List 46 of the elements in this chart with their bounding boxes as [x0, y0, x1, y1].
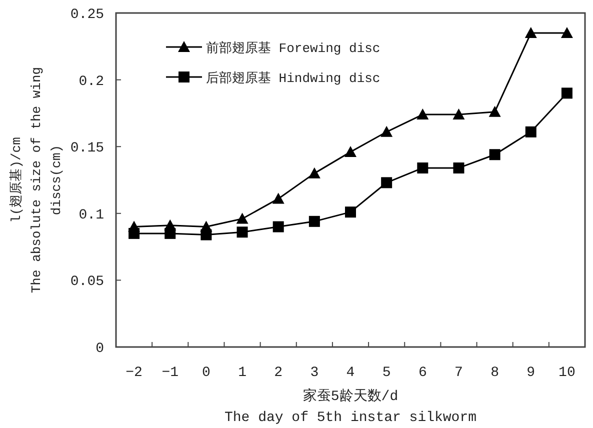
x-axis-title: 家蚕5龄天数/d The day of 5th instar silkworm	[224, 388, 477, 426]
y-tick-label: 0.15	[70, 140, 104, 157]
x-tick-label: 3	[310, 365, 319, 381]
point	[200, 220, 212, 232]
point	[381, 177, 392, 188]
point	[561, 88, 572, 99]
y-tick-label: 0.1	[78, 207, 104, 224]
legend-label: 后部翅原基 Hindwing disc	[206, 71, 380, 86]
x-tick-label: 10	[558, 365, 576, 381]
y-axis-title: l(翅原基)/cm The absolute size of the wing discs(cm)	[9, 66, 64, 294]
point	[236, 226, 248, 238]
x-tick-label: −2	[126, 365, 142, 381]
point	[416, 108, 429, 120]
point	[308, 167, 320, 178]
x-tick-label: 7	[454, 365, 463, 381]
point	[380, 126, 393, 137]
x-tick-label: 5	[382, 365, 391, 381]
point	[164, 219, 176, 230]
point	[525, 126, 536, 138]
y-tick-label: 0.25	[70, 7, 104, 23]
point	[417, 162, 428, 174]
point	[344, 146, 356, 157]
point	[453, 162, 464, 174]
point	[308, 216, 320, 227]
y-tick-label: 0	[96, 341, 104, 357]
x-tick-label: 6	[418, 365, 427, 381]
point	[345, 206, 356, 218]
point	[128, 220, 140, 232]
point	[524, 27, 537, 38]
point	[236, 212, 248, 224]
x-tick-label: −1	[162, 365, 179, 381]
x-tick-label: 4	[346, 365, 355, 381]
y-tick-label: 0.2	[78, 74, 104, 90]
point	[489, 149, 500, 160]
point	[272, 221, 284, 232]
x-tick-label: 2	[274, 365, 283, 381]
x-tick-label: 0	[202, 365, 210, 381]
x-tick-label: 8	[490, 365, 500, 381]
y-tick-label: 0.05	[70, 274, 104, 290]
x-tick-label: 9	[526, 365, 536, 381]
point	[452, 108, 465, 120]
legend-label: 前部翅原基 Forewing disc	[206, 41, 380, 56]
x-tick-label: 1	[238, 365, 246, 381]
point	[272, 192, 284, 204]
point	[488, 106, 501, 117]
point	[560, 27, 573, 38]
